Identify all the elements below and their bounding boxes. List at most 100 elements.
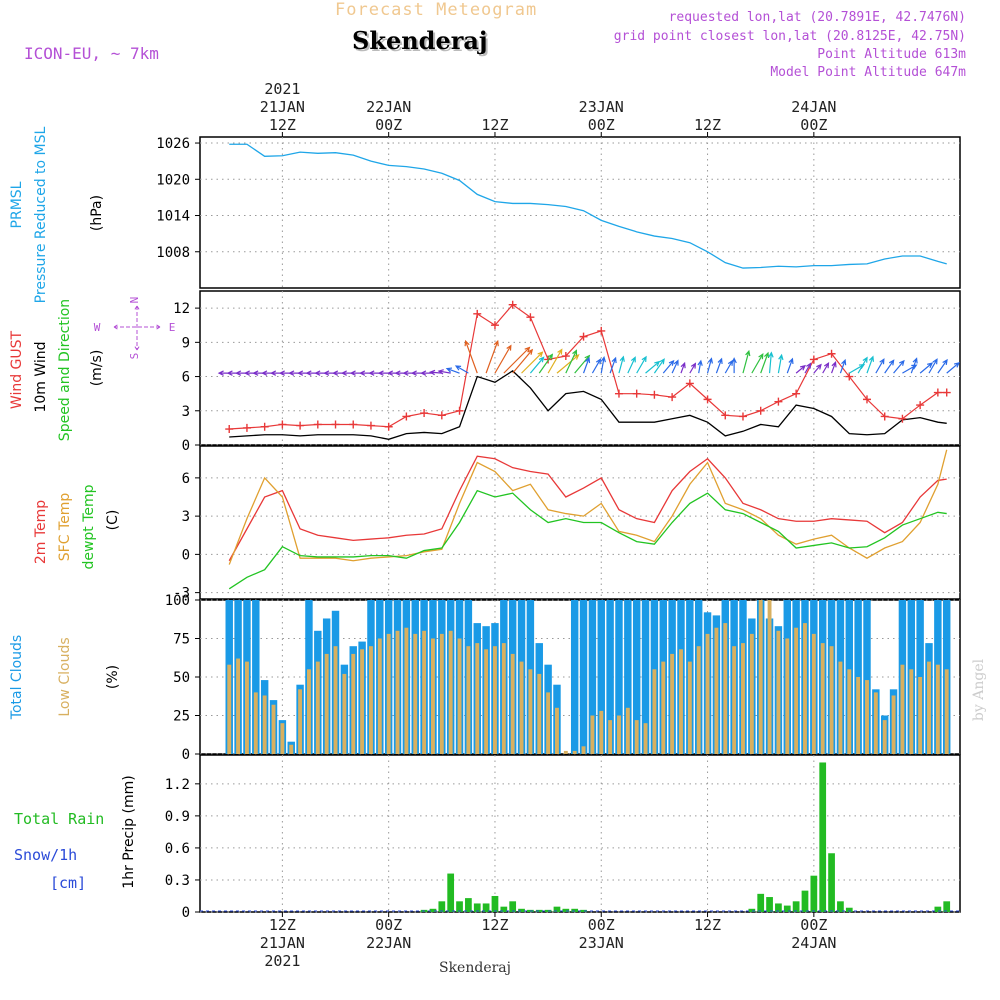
total-clouds-label: Total Clouds (9, 635, 25, 720)
gust-point (296, 421, 305, 430)
pressure-label-short: PRMSL (9, 181, 25, 228)
low-cloud-bar (794, 627, 799, 754)
bottom-time-label: 00Z (375, 916, 402, 934)
wind-arrow (839, 358, 847, 374)
low-cloud-bar (900, 664, 905, 754)
wind-arrow (866, 355, 875, 374)
wind-arrow (627, 356, 636, 374)
pressure-line (229, 143, 947, 269)
low-cloud-bar (652, 669, 657, 754)
low-cloud-bar (510, 653, 515, 754)
gust-point (437, 411, 446, 420)
low-cloud-bar (785, 638, 790, 754)
low-cloud-bar (404, 627, 409, 754)
wind-arrow (503, 346, 531, 374)
low-cloud-bar (395, 630, 400, 754)
rain-bar (509, 901, 517, 912)
meta-point-altitude: Point Altitude 613m (817, 47, 966, 62)
low-cloud-bar (315, 661, 320, 754)
gust-point (384, 422, 393, 431)
total-cloud-bar (579, 600, 588, 754)
y-tick-label: 1026 (156, 136, 190, 152)
rain-bar (810, 875, 818, 912)
low-cloud-bar (767, 600, 772, 754)
credit-watermark: by Angel (971, 658, 987, 721)
rain-legend: Total Rain (14, 810, 104, 828)
wind-arrow (512, 348, 534, 374)
low-cloud-bar (643, 723, 648, 754)
footer-location: Skenderaj (439, 960, 511, 976)
wind-arrow (538, 353, 554, 374)
wind-arrow (662, 359, 675, 374)
rain-bar (473, 903, 481, 912)
total-cloud-bar (624, 600, 632, 754)
compass-south: S (128, 353, 141, 360)
precip-label: 1hr Precip (mm) (121, 775, 137, 888)
gust-point (349, 420, 358, 429)
wind-arrow (689, 362, 697, 374)
wind-arrow (893, 359, 905, 374)
wind-arrow (445, 367, 460, 374)
wind-arrow (494, 344, 512, 374)
low-cloud-bar (457, 638, 462, 754)
gust-point (225, 425, 234, 434)
gust-point (366, 421, 375, 430)
gust-point (242, 423, 251, 432)
low-cloud-bar (599, 710, 604, 754)
rain-bar (801, 890, 809, 912)
low-cloud-bar (227, 664, 232, 754)
top-time-label: 23JAN (579, 98, 624, 116)
top-time-label: 00Z (588, 116, 615, 134)
wind-arrow (485, 339, 499, 374)
gust-point (420, 409, 429, 418)
bottom-time-label: 22JAN (366, 934, 411, 952)
low-cloud-bar (484, 649, 489, 754)
low-cloud-bar (493, 646, 497, 754)
gust-point (561, 352, 570, 361)
wind-arrow (529, 356, 545, 374)
rain-bar (775, 903, 782, 912)
y-tick-label: 25 (173, 709, 190, 725)
panel-pressure: 1008 1014 1020 1026 (156, 136, 961, 289)
rain-bar (491, 895, 499, 912)
panel-temperature: -3 0 3 6 (173, 445, 961, 602)
top-time-label: 22JAN (366, 98, 411, 116)
bottom-time-label: 21JAN (260, 934, 305, 952)
wind-arrow (556, 354, 580, 374)
wind-arrow (454, 365, 469, 374)
low-cloud-bar (528, 669, 533, 754)
rain-bar (819, 762, 827, 912)
wind10m-line (229, 370, 947, 440)
top-time-label: 12Z (481, 116, 508, 134)
compass-north: N (128, 297, 141, 304)
wind-arrow (697, 359, 703, 374)
gust-point (632, 389, 641, 398)
wind-arrow (795, 364, 806, 374)
rain-bar (943, 901, 951, 912)
wind-arrow (830, 361, 837, 374)
temp-unit: (C) (105, 510, 121, 531)
low-cloud-bar (847, 669, 852, 754)
wind-arrow (609, 356, 617, 374)
gust-point (579, 332, 588, 341)
low-cloud-bar (253, 692, 258, 754)
y-tick-label: 3 (182, 509, 190, 525)
wind-arrow (786, 357, 794, 374)
top-time-label: 21JAN (260, 98, 305, 116)
bottom-time-label: 12Z (481, 916, 508, 934)
y-tick-label: 0.6 (165, 841, 190, 857)
t2m-label: 2m Temp (33, 500, 49, 564)
rain-bar (482, 903, 490, 912)
y-tick-label: 0 (182, 547, 190, 563)
low-cloud-bar (546, 692, 551, 754)
low-cloud-bar (262, 695, 267, 754)
low-cloud-bar (838, 661, 843, 754)
gust-point (260, 422, 269, 431)
low-cloud-bar (386, 633, 391, 754)
rain-bar (456, 901, 463, 912)
low-cloud-bar (236, 658, 241, 754)
y-tick-label: -3 (173, 586, 190, 602)
total-cloud-bar (863, 600, 871, 754)
rain-bar (783, 905, 791, 912)
rain-bar (748, 908, 756, 912)
